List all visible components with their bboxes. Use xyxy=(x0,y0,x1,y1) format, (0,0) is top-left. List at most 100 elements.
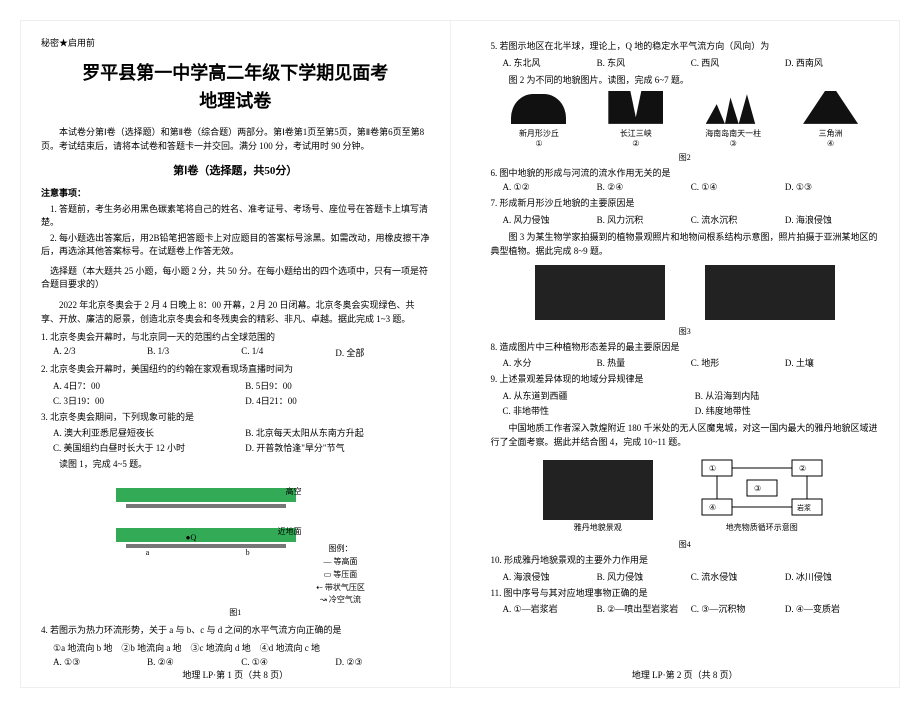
q4-a: A. ①③ xyxy=(53,657,147,668)
fig2-caption: 图2 xyxy=(491,152,880,163)
shape1-label: 新月形沙丘 xyxy=(511,128,566,139)
exam-intro: 本试卷分第Ⅰ卷（选择题）和第Ⅱ卷（综合题）两部分。第Ⅰ卷第1页至第5页，第Ⅱ卷第… xyxy=(41,125,430,154)
q10-d: D. 冰川侵蚀 xyxy=(785,570,879,583)
svg-text:④: ④ xyxy=(709,503,716,512)
q10: 10. 形成雅丹地貌景观的主要外力作用是 xyxy=(491,554,880,568)
legend-b: 等压面 xyxy=(333,570,357,579)
fig3-caption: 图3 xyxy=(491,326,880,337)
photo-plant-1-icon xyxy=(535,265,665,320)
fig4-caption: 图4 xyxy=(491,539,880,550)
legend-c: 带状气压区 xyxy=(325,583,365,592)
q4: 4. 若图示为热力环流形势，关于 a 与 b、c 与 d 之间的水平气流方向正确… xyxy=(41,624,430,638)
q2-options: A. 4日7：00 B. 5日9：00 C. 3日19：00 D. 4日21：0… xyxy=(53,379,430,407)
fig2-shapes: 新月形沙丘 ① 长江三峡 ② 海南岛南天一柱 ③ 三角洲 ④ xyxy=(491,91,880,148)
footer-2: 地理 LP·第 2 页（共 8 页） xyxy=(471,668,900,681)
shape-gorge-icon xyxy=(608,91,663,124)
footer-1: 地理 LP·第 1 页（共 8 页） xyxy=(21,668,450,681)
q6-a: A. ①② xyxy=(503,182,597,193)
page-2: 5. 若图示地区在北半球，理论上，Q 地的稳定水平气流方向（风向）为 A. 东北… xyxy=(471,21,900,687)
section-1-title: 第Ⅰ卷（选择题，共50分） xyxy=(41,162,430,178)
q3-c: C. 美国组约白昼时长大于 12 小时 xyxy=(53,441,237,454)
q5: 5. 若图示地区在北半球，理论上，Q 地的稳定水平气流方向（风向）为 xyxy=(491,40,880,54)
q2-b: B. 5日9：00 xyxy=(245,379,429,392)
q7: 7. 形成新月形沙丘地貌的主要原因是 xyxy=(491,197,880,211)
q6: 6. 图中地貌的形成与河流的流水作用无关的是 xyxy=(491,167,880,181)
q8: 8. 造成图片中三种植物形态差异的最主要原因是 xyxy=(491,341,880,355)
q11-d: D. ④—变质岩 xyxy=(785,602,879,615)
q2-c: C. 3日19：00 xyxy=(53,394,237,407)
q6-c: C. ①④ xyxy=(691,182,785,193)
q11-options: A. ①—岩浆岩 B. ②—喷出型岩浆岩 C. ③—沉积物 D. ④—变质岩 xyxy=(503,602,880,615)
q5-b: B. 东风 xyxy=(597,56,691,69)
svg-text:②: ② xyxy=(799,464,806,473)
q6-b: B. ②④ xyxy=(597,182,691,193)
fig4-b-label: 地壳物质循环示意图 xyxy=(697,522,827,533)
q9-b: B. 从沿海到内陆 xyxy=(695,389,879,402)
q10-a: A. 海浪侵蚀 xyxy=(503,570,597,583)
q3-options: A. 澳大利亚悉尼昼短夜长 B. 北京每天太阳从东南方升起 C. 美国组约白昼时… xyxy=(53,426,430,454)
exam-title-2: 地理试卷 xyxy=(41,87,430,113)
q2-a: A. 4日7：00 xyxy=(53,379,237,392)
notice-1: 1. 答题前，考生务必用黑色碳素笔将自己的姓名、准考证号、考场号、座位号在答题卡… xyxy=(41,203,430,230)
q9: 9. 上述景观差异体现的地域分异规律是 xyxy=(491,373,880,387)
fig1-caption: 图1 xyxy=(41,607,430,618)
q8-d: D. 土壤 xyxy=(785,356,879,369)
q3-a: A. 澳大利亚悉尼昼短夜长 xyxy=(53,426,237,439)
q9-c: C. 非地带性 xyxy=(503,404,687,417)
q8-b: B. 热量 xyxy=(597,356,691,369)
shape-pillar-icon xyxy=(706,91,761,124)
q1-d: D. 全部 xyxy=(335,346,429,359)
fig4-ref: 中国地质工作者深入敦煌附近 180 千米处的无人区魔鬼城，对这一国内最大的雅丹地… xyxy=(491,421,880,450)
passage-1: 2022 年北京冬奥会于 2 月 4 日晚上 8：00 开幕，2 月 20 日闭… xyxy=(41,298,430,327)
q6-options: A. ①② B. ②④ C. ①④ D. ①③ xyxy=(503,182,880,193)
photo-yadan-icon xyxy=(543,460,653,520)
q1-c: C. 1/4 xyxy=(241,346,335,359)
q1: 1. 北京冬奥会开幕时，与北京同一天的范围约占全球范围的 xyxy=(41,331,430,345)
q2: 2. 北京冬奥会开幕时，美国纽约的约翰在家观看现场直播时间为 xyxy=(41,363,430,377)
shape4-label: 三角洲 xyxy=(803,128,858,139)
exam-title-1: 罗平县第一中学高二年级下学期见面考 xyxy=(41,59,430,85)
q10-b: B. 风力侵蚀 xyxy=(597,570,691,583)
shape3-num: ③ xyxy=(705,139,761,148)
q11: 11. 图中序号与其对应地理事物正确的是 xyxy=(491,587,880,601)
fig4-a-label: 雅丹地貌景观 xyxy=(543,522,653,533)
legend-a: 等高面 xyxy=(333,557,357,566)
figure-4: 雅丹地貌景观 ① ② ③ ④ 岩浆 xyxy=(491,455,880,533)
q7-a: A. 风力侵蚀 xyxy=(503,213,597,226)
figure-1: a b ●Q 高空 近地面 图例： — 等高面 ▭ 等压面 ⇠ 带状气压区 ↝ … xyxy=(41,478,430,619)
svg-text:①: ① xyxy=(709,464,716,473)
q8-c: C. 地形 xyxy=(691,356,785,369)
q9-a: A. 从东道到西疆 xyxy=(503,389,687,402)
q5-d: D. 西南风 xyxy=(785,56,879,69)
q4-line: ①a 地流向 b 地 ②b 地流向 a 地 ③c 地流向 d 地 ④d 地流向 … xyxy=(53,642,430,656)
q11-a: A. ①—岩浆岩 xyxy=(503,602,597,615)
q5-c: C. 西风 xyxy=(691,56,785,69)
svg-text:岩浆: 岩浆 xyxy=(797,503,811,512)
legend-d: 冷空气流 xyxy=(329,595,361,604)
q3: 3. 北京冬奥会期间，下列现象可能的是 xyxy=(41,411,430,425)
photo-plant-2-icon xyxy=(705,265,835,320)
fig2-ref: 图 2 为不同的地貌图片。读图，完成 6~7 题。 xyxy=(491,73,880,87)
q7-c: C. 流水沉积 xyxy=(691,213,785,226)
fig1-diagram: a b ●Q 高空 近地面 xyxy=(106,478,306,578)
q7-b: B. 风力沉积 xyxy=(597,213,691,226)
shape1-num: ① xyxy=(511,139,566,148)
shape-dune-icon xyxy=(511,94,566,124)
q3-b: B. 北京每天太阳从东南方升起 xyxy=(245,426,429,439)
svg-text:③: ③ xyxy=(754,484,761,493)
q8-options: A. 水分 B. 热量 C. 地形 D. 土壤 xyxy=(503,356,880,369)
fig1-ref: 读图 1，完成 4~5 题。 xyxy=(41,458,430,472)
q7-options: A. 风力侵蚀 B. 风力沉积 C. 流水沉积 D. 海浪侵蚀 xyxy=(503,213,880,226)
q4-d: D. ②③ xyxy=(335,657,429,668)
q1-b: B. 1/3 xyxy=(147,346,241,359)
notice-2: 2. 每小题选出答案后，用2B铅笔把答题卡上对应题目的答案标号涂黑。如需改动，用… xyxy=(41,232,430,259)
page-1: 秘密★启用前 罗平县第一中学高二年级下学期见面考 地理试卷 本试卷分第Ⅰ卷（选择… xyxy=(21,21,451,687)
shape3-label: 海南岛南天一柱 xyxy=(705,128,761,139)
q9-options: A. 从东道到西疆 B. 从沿海到内陆 C. 非地带性 D. 纬度地带性 xyxy=(503,389,880,417)
q10-options: A. 海浪侵蚀 B. 风力侵蚀 C. 流水侵蚀 D. 冰川侵蚀 xyxy=(503,570,880,583)
q3-d: D. 开普敦恰逢"旱分"节气 xyxy=(245,441,429,454)
q2-d: D. 4日21：00 xyxy=(245,394,429,407)
q1-a: A. 2/3 xyxy=(53,346,147,359)
q7-d: D. 海浪侵蚀 xyxy=(785,213,879,226)
q11-b: B. ②—喷出型岩浆岩 xyxy=(597,602,691,615)
